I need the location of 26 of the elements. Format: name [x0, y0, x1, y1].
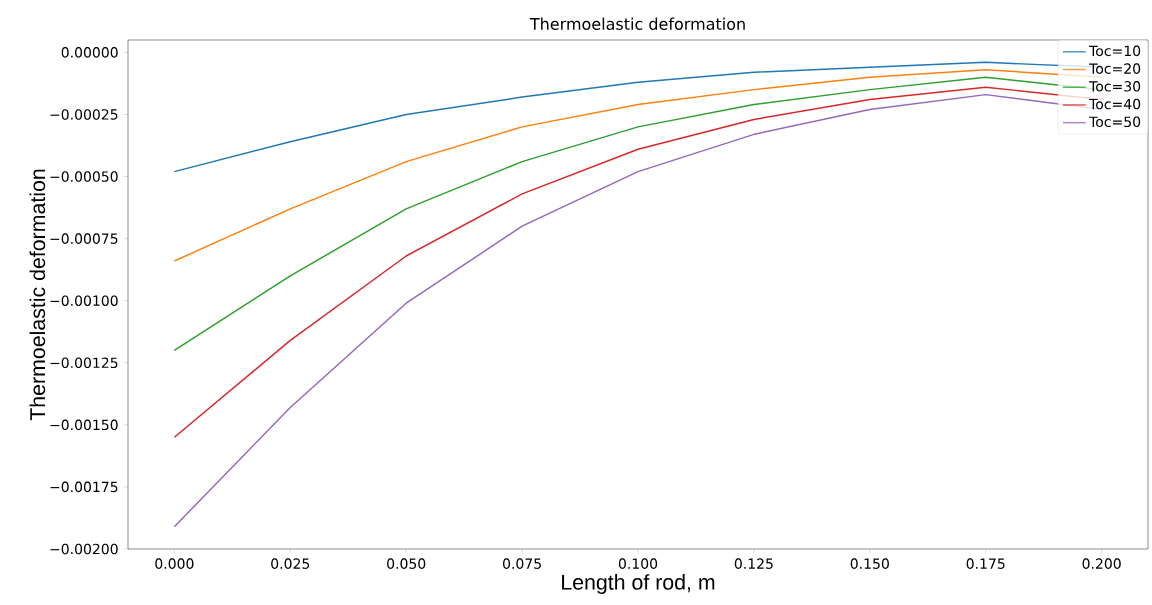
x-tick-label: 0.050 — [387, 558, 426, 569]
x-tick-label: 0.200 — [1082, 558, 1121, 569]
x-tick-label: 0.125 — [734, 558, 773, 569]
x-tick-label: 0.025 — [271, 558, 310, 569]
y-tick-label: −0.00100 — [50, 295, 118, 306]
x-tick-label: 0.150 — [850, 558, 889, 569]
y-tick-label: 0.00000 — [61, 47, 118, 58]
legend-label: Toc=30 — [1089, 81, 1141, 92]
y-tick-label: −0.00025 — [50, 109, 118, 120]
y-tick-label: −0.00175 — [50, 481, 118, 493]
x-tick-label: 0.100 — [618, 558, 658, 569]
y-tick-label: −0.00200 — [50, 543, 118, 555]
x-tick-label: 0.075 — [502, 558, 541, 569]
legend-label: Toc=50 — [1089, 116, 1141, 128]
x-axis-title: Length of rod, m — [562, 574, 715, 594]
x-tick-label: 0.000 — [155, 558, 194, 569]
chart-title: Thermoelastic deformation — [529, 17, 745, 30]
legend-label: Toc=40 — [1089, 98, 1141, 110]
legend-label: Toc=20 — [1089, 63, 1141, 74]
y-tick-label: −0.00125 — [50, 357, 118, 369]
legend-label: Toc=10 — [1089, 45, 1141, 57]
y-tick-label: −0.00050 — [50, 171, 118, 182]
x-tick-label: 0.175 — [966, 558, 1005, 569]
y-tick-label: −0.00150 — [50, 419, 118, 431]
y-tick-label: −0.00075 — [50, 233, 118, 244]
y-axis-title: Thermoelastic deformation — [29, 169, 46, 421]
